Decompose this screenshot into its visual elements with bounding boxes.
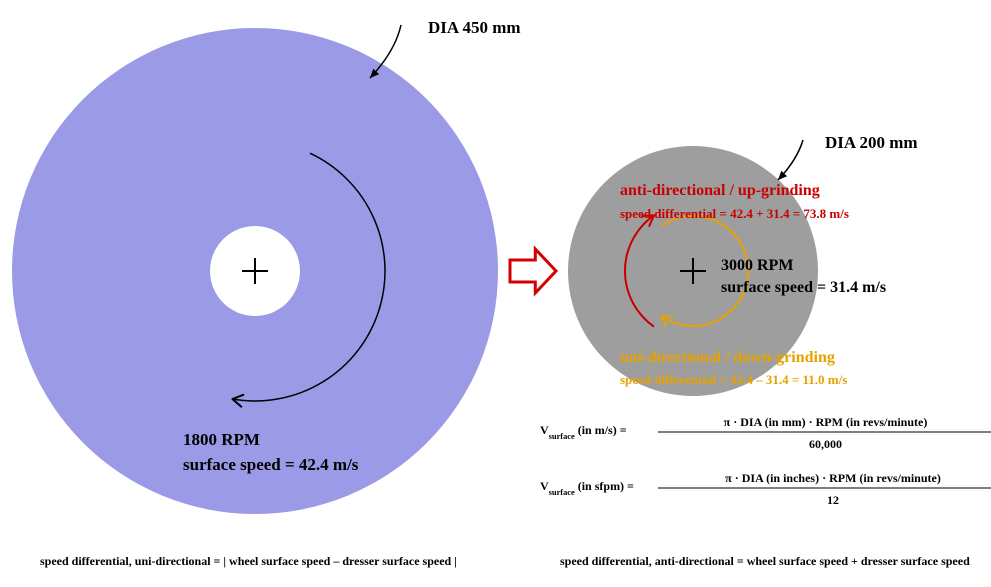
dresser-rpm-label: 3000 RPM <box>721 257 793 274</box>
wheel-rpm-label: 1800 RPM <box>183 430 260 449</box>
footer-anti: speed differential, anti-directional = w… <box>560 554 970 568</box>
formula-sfpm-num: π · DIA (in inches) · RPM (in revs/minut… <box>725 471 941 485</box>
uni-dir-title: uni-directional / down-grinding <box>620 349 835 366</box>
uni-dir-value: speed differential = 42.4 – 31.4 = 11.0 … <box>620 372 847 387</box>
wheel-speed-label: surface speed = 42.4 m/s <box>183 455 359 474</box>
diagram-canvas: DIA 450 mm 1800 RPM surface speed = 42.4 m… <box>0 0 991 587</box>
formula-ms-num: π · DIA (in mm) · RPM (in revs/minute) <box>724 415 928 429</box>
dresser-speed-label: surface speed = 31.4 m/s <box>721 279 886 296</box>
wheel-dia-label: DIA 450 mm <box>428 18 521 37</box>
formula-sfpm-den: 12 <box>827 493 839 507</box>
anti-dir-value: speed differential = 42.4 + 31.4 = 73.8 … <box>620 206 849 221</box>
anti-dir-title: anti-directional / up-grinding <box>620 182 820 199</box>
dresser-dia-label: DIA 200 mm <box>825 133 918 152</box>
formula-ms-den: 60,000 <box>809 437 842 451</box>
footer-uni: speed differential, uni-directional = | … <box>40 554 457 568</box>
